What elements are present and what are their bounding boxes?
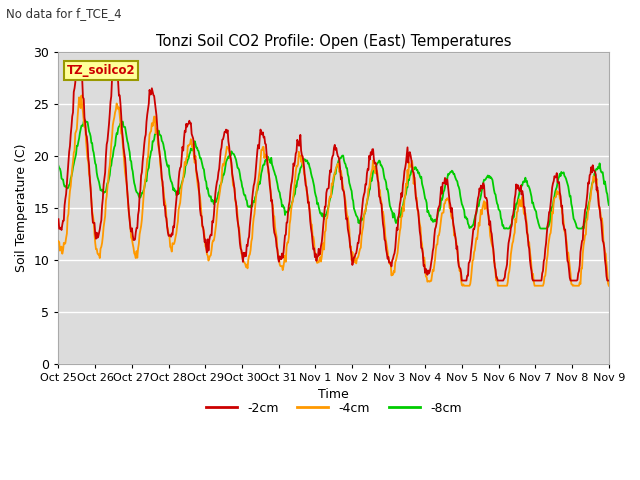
X-axis label: Time: Time [318,388,349,401]
Text: TZ_soilco2: TZ_soilco2 [67,64,135,77]
Y-axis label: Soil Temperature (C): Soil Temperature (C) [15,144,28,272]
Legend: -2cm, -4cm, -8cm: -2cm, -4cm, -8cm [201,397,467,420]
Title: Tonzi Soil CO2 Profile: Open (East) Temperatures: Tonzi Soil CO2 Profile: Open (East) Temp… [156,34,511,49]
Text: No data for f_TCE_4: No data for f_TCE_4 [6,7,122,20]
